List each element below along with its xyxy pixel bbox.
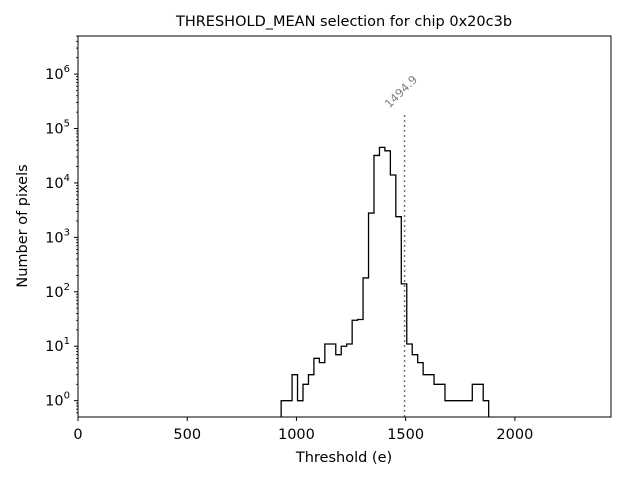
x-tick-label: 2000 (496, 427, 533, 443)
y-tick-label: 101 (45, 336, 70, 355)
y-tick-label: 100 (45, 391, 70, 410)
x-tick-label: 1000 (278, 427, 315, 443)
y-tick-label: 103 (45, 227, 70, 246)
x-tick-label: 1500 (387, 427, 424, 443)
y-tick-label: 102 (45, 282, 70, 301)
x-tick-label: 500 (173, 427, 201, 443)
histogram-outline (280, 146, 490, 417)
y-tick-label: 104 (45, 173, 70, 192)
x-tick-label: 0 (73, 427, 82, 443)
plot-area: 1494.90 500 1000 1500 2000100101102103104105… (45, 35, 612, 443)
y-tick-label: 106 (45, 64, 70, 83)
axes-frame (77, 35, 612, 418)
y-tick-label: 105 (45, 119, 70, 138)
chart-title: THRESHOLD_MEAN selection for chip 0x20c3… (175, 14, 512, 30)
y-axis-label: Number of pixels (15, 164, 31, 287)
x-axis-label: Threshold (e) (295, 450, 392, 466)
